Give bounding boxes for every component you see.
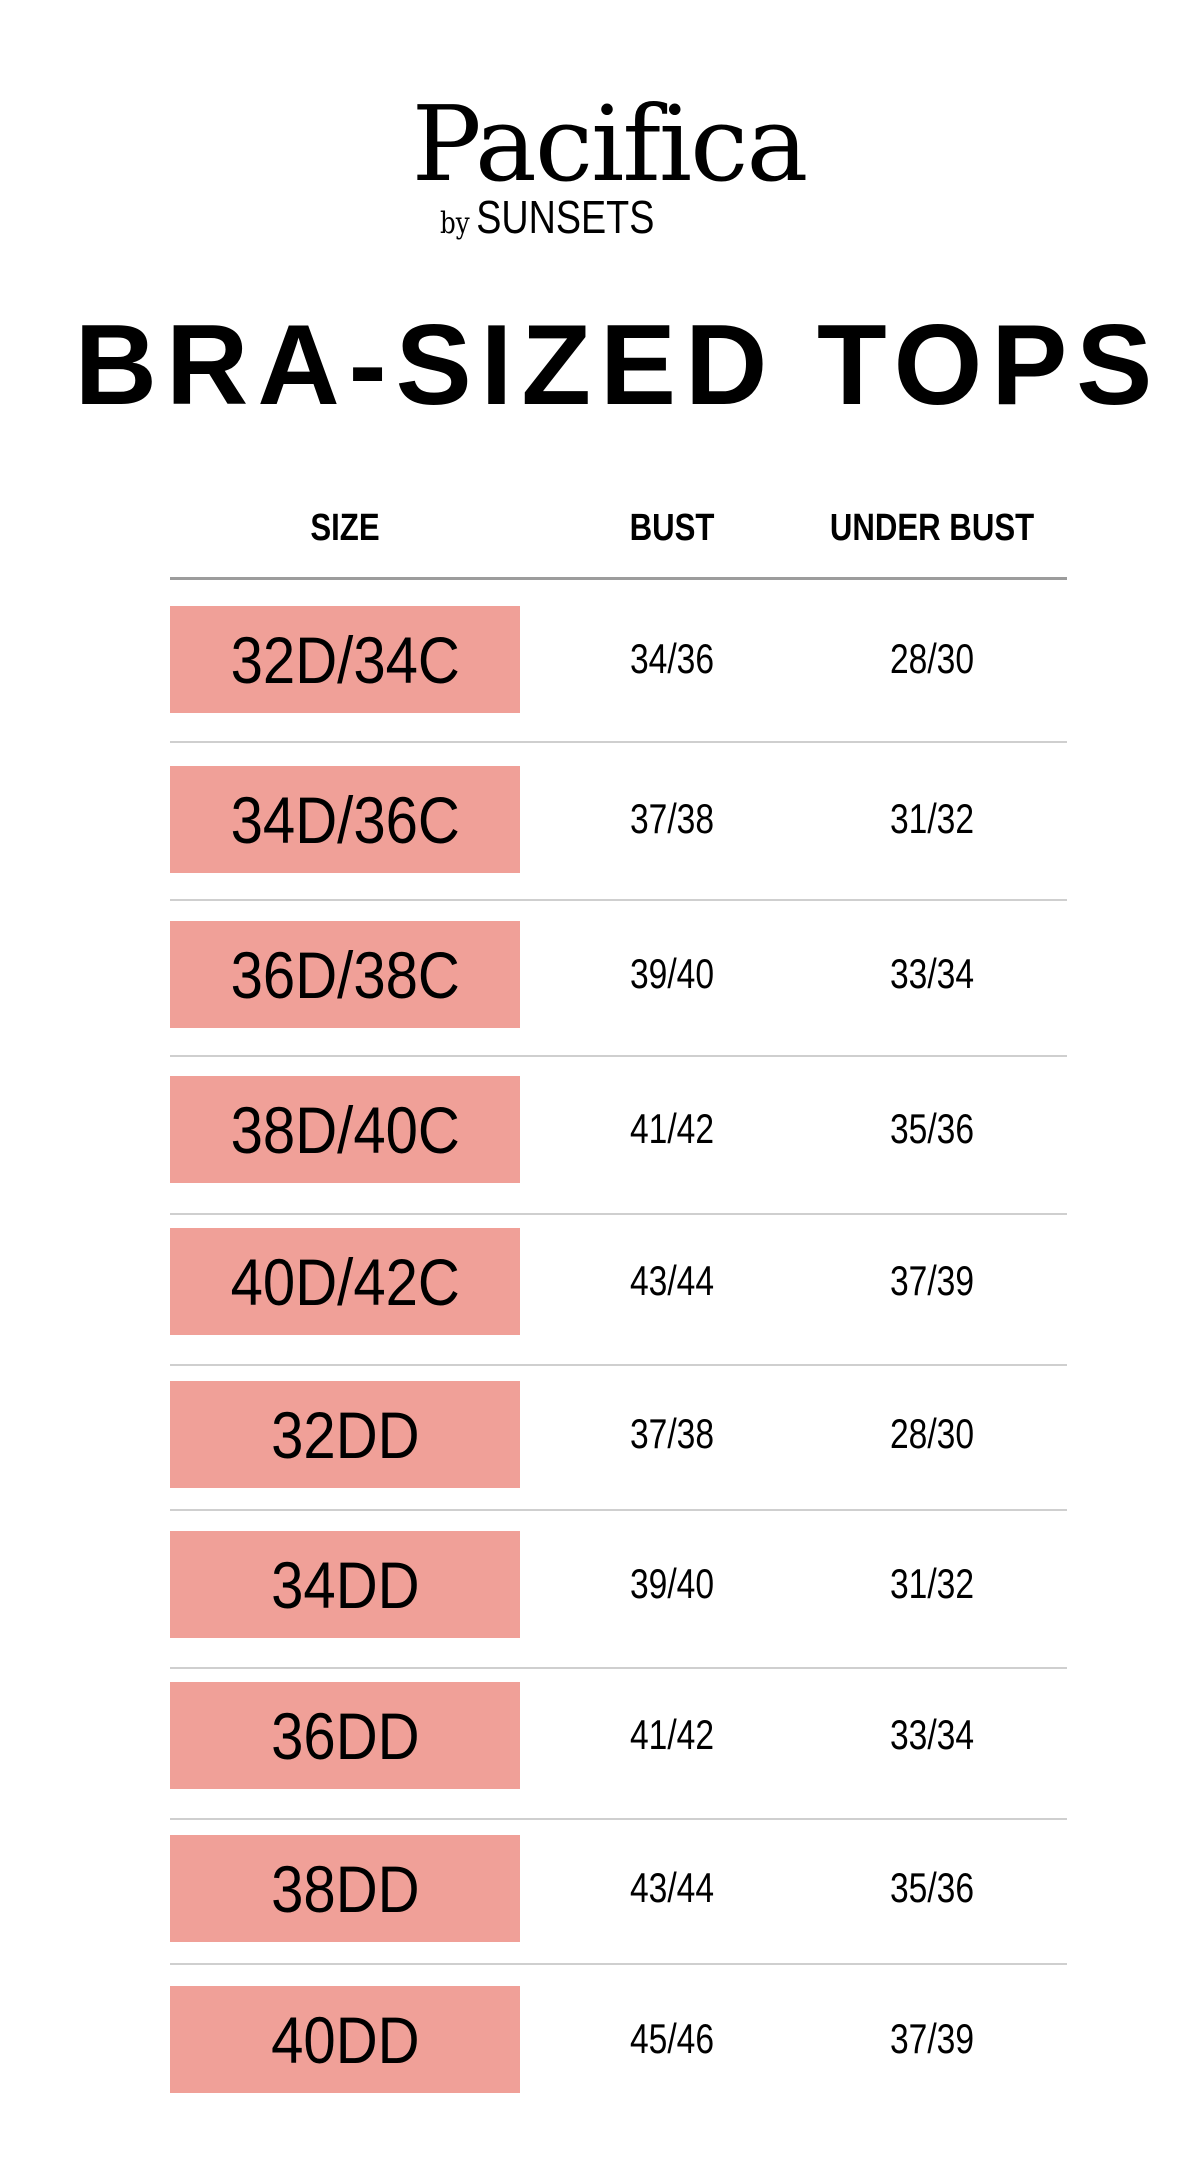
under-bust-value: 33/34 [889, 1711, 975, 1758]
brand-by: by [440, 206, 470, 241]
row-divider [170, 1509, 1067, 1511]
under-bust-value: 28/30 [889, 1410, 975, 1457]
brand-sub-name: SUNSETS [476, 191, 655, 243]
row-divider [170, 1963, 1067, 1965]
header-size: SIZE [310, 507, 380, 549]
header-bust: BUST [629, 507, 715, 549]
header-rule [170, 577, 1067, 580]
under-bust-value: 37/39 [889, 2015, 975, 2062]
bust-value: 45/46 [629, 2015, 715, 2062]
size-cell: 34D/36C [170, 766, 520, 873]
under-bust-value: 31/32 [889, 1560, 975, 1607]
size-cell: 32DD [170, 1381, 520, 1488]
row-divider [170, 899, 1067, 901]
page-title: BRA-SIZED TOPS [74, 302, 1162, 429]
size-label: 32DD [270, 1397, 420, 1472]
under-bust-value: 35/36 [889, 1864, 975, 1911]
under-bust-value: 31/32 [889, 795, 975, 842]
size-label: 38D/40C [230, 1092, 460, 1167]
bust-value: 43/44 [629, 1257, 715, 1304]
row-divider [170, 1213, 1067, 1215]
size-label: 40D/42C [230, 1244, 460, 1319]
size-cell: 36DD [170, 1682, 520, 1789]
bust-value: 43/44 [629, 1864, 715, 1911]
size-label: 36DD [270, 1698, 420, 1773]
bust-value: 41/42 [629, 1105, 715, 1152]
row-divider [170, 1364, 1067, 1366]
size-cell: 36D/38C [170, 921, 520, 1028]
under-bust-value: 28/30 [889, 635, 975, 682]
bust-value: 34/36 [629, 635, 715, 682]
size-cell: 38DD [170, 1835, 520, 1942]
header-under-bust: UNDER BUST [829, 507, 1035, 549]
size-label: 36D/38C [230, 937, 460, 1012]
row-divider [170, 741, 1067, 743]
size-label: 32D/34C [230, 622, 460, 697]
under-bust-value: 37/39 [889, 1257, 975, 1304]
size-cell: 38D/40C [170, 1076, 520, 1183]
bust-value: 39/40 [629, 1560, 715, 1607]
bust-value: 37/38 [629, 795, 715, 842]
bust-value: 39/40 [629, 950, 715, 997]
size-label: 34DD [270, 1547, 420, 1622]
size-label: 40DD [270, 2002, 420, 2077]
size-cell: 40DD [170, 1986, 520, 2093]
bust-value: 37/38 [629, 1410, 715, 1457]
row-divider [170, 1667, 1067, 1669]
size-cell: 34DD [170, 1531, 520, 1638]
row-divider [170, 1055, 1067, 1057]
size-cell: 40D/42C [170, 1228, 520, 1335]
under-bust-value: 35/36 [889, 1105, 975, 1152]
brand-sub: by SUNSETS [440, 194, 654, 247]
under-bust-value: 33/34 [889, 950, 975, 997]
size-label: 38DD [270, 1851, 420, 1926]
brand-logo: Pacifica [411, 83, 809, 205]
bust-value: 41/42 [629, 1711, 715, 1758]
size-label: 34D/36C [230, 782, 460, 857]
size-cell: 32D/34C [170, 606, 520, 713]
row-divider [170, 1818, 1067, 1820]
